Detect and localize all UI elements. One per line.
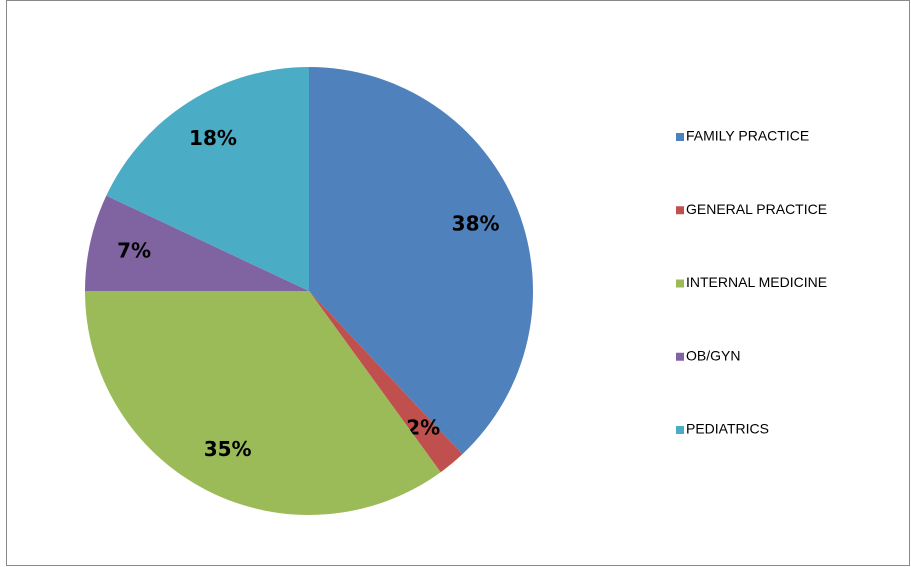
legend-label: PEDIATRICS [686, 421, 769, 437]
legend-label: FAMILY PRACTICE [686, 128, 809, 144]
pie-slice [309, 291, 463, 473]
legend-label: GENERAL PRACTICE [686, 201, 827, 217]
legend-label: INTERNAL MEDICINE [686, 274, 827, 290]
legend-swatch [676, 279, 684, 288]
data-label: 38% [452, 212, 500, 236]
pie-slice [309, 67, 534, 455]
legend-swatch [676, 352, 684, 361]
data-label: 18% [189, 126, 237, 150]
legend-swatch [676, 206, 684, 215]
legend-swatch [676, 426, 684, 434]
pie-slice [85, 291, 441, 516]
legend-label: OB/GYN [686, 347, 740, 363]
legend-swatch [676, 133, 684, 141]
pie-slice [85, 195, 309, 291]
data-label: 35% [204, 437, 252, 461]
data-label: 7% [117, 238, 151, 262]
pie-slice [106, 67, 309, 291]
